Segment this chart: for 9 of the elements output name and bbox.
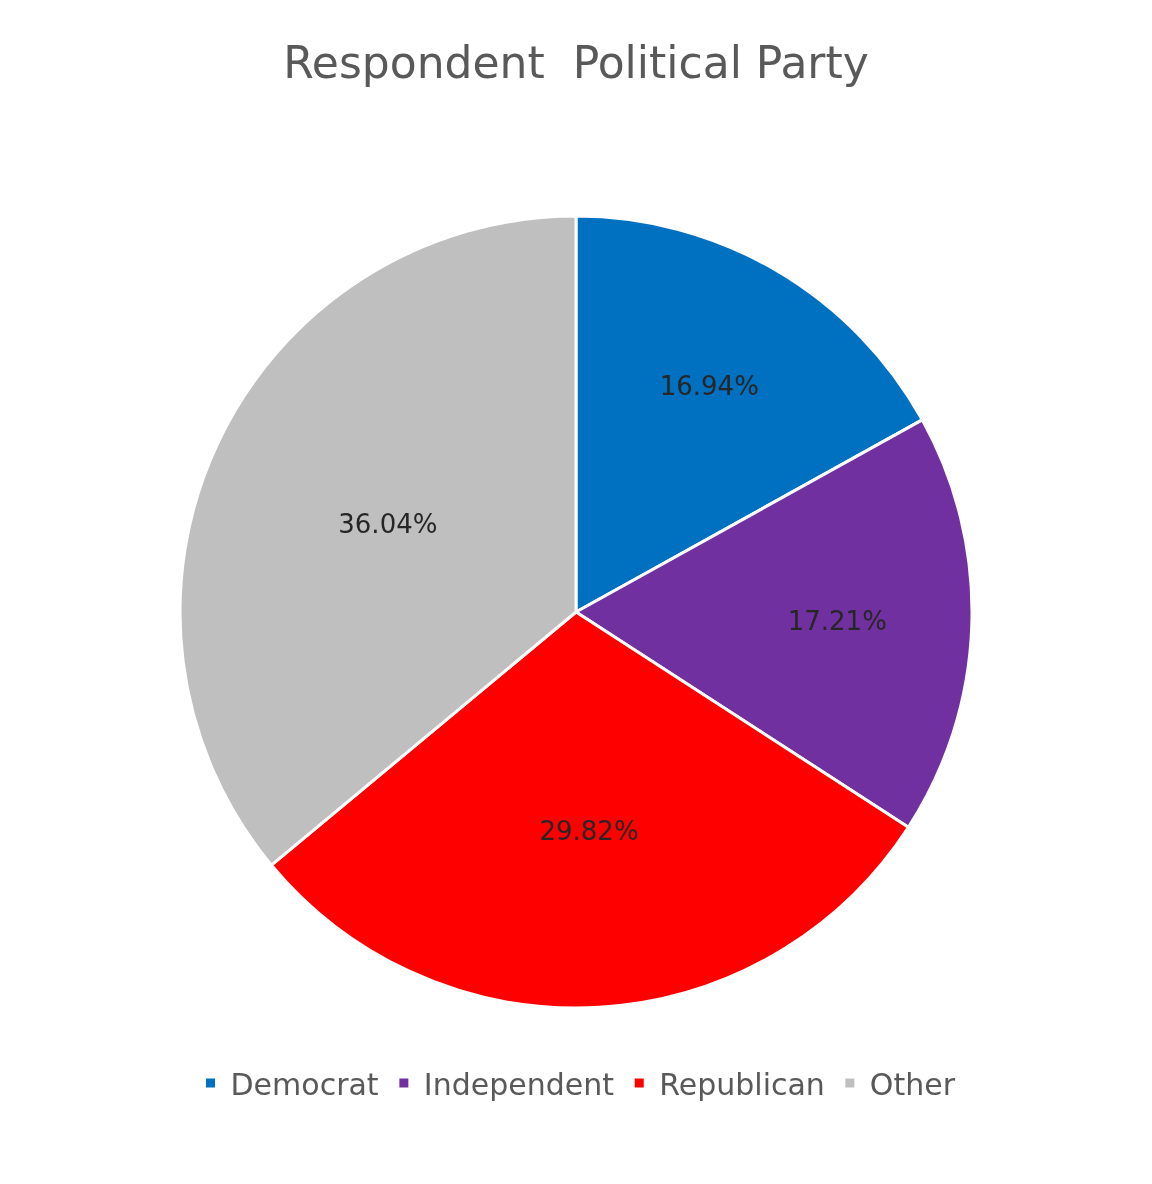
data-label: 36.04% — [338, 508, 438, 539]
chart-title: Respondent Political Party — [283, 37, 869, 89]
legend-label: Other — [869, 1066, 956, 1102]
legend-label: Republican — [659, 1066, 825, 1102]
data-label: 17.21% — [787, 605, 887, 636]
data-label: 16.94% — [659, 370, 759, 401]
legend-label: Democrat — [230, 1066, 379, 1102]
data-label: 29.82% — [539, 815, 639, 846]
legend-label: Independent — [423, 1066, 615, 1102]
